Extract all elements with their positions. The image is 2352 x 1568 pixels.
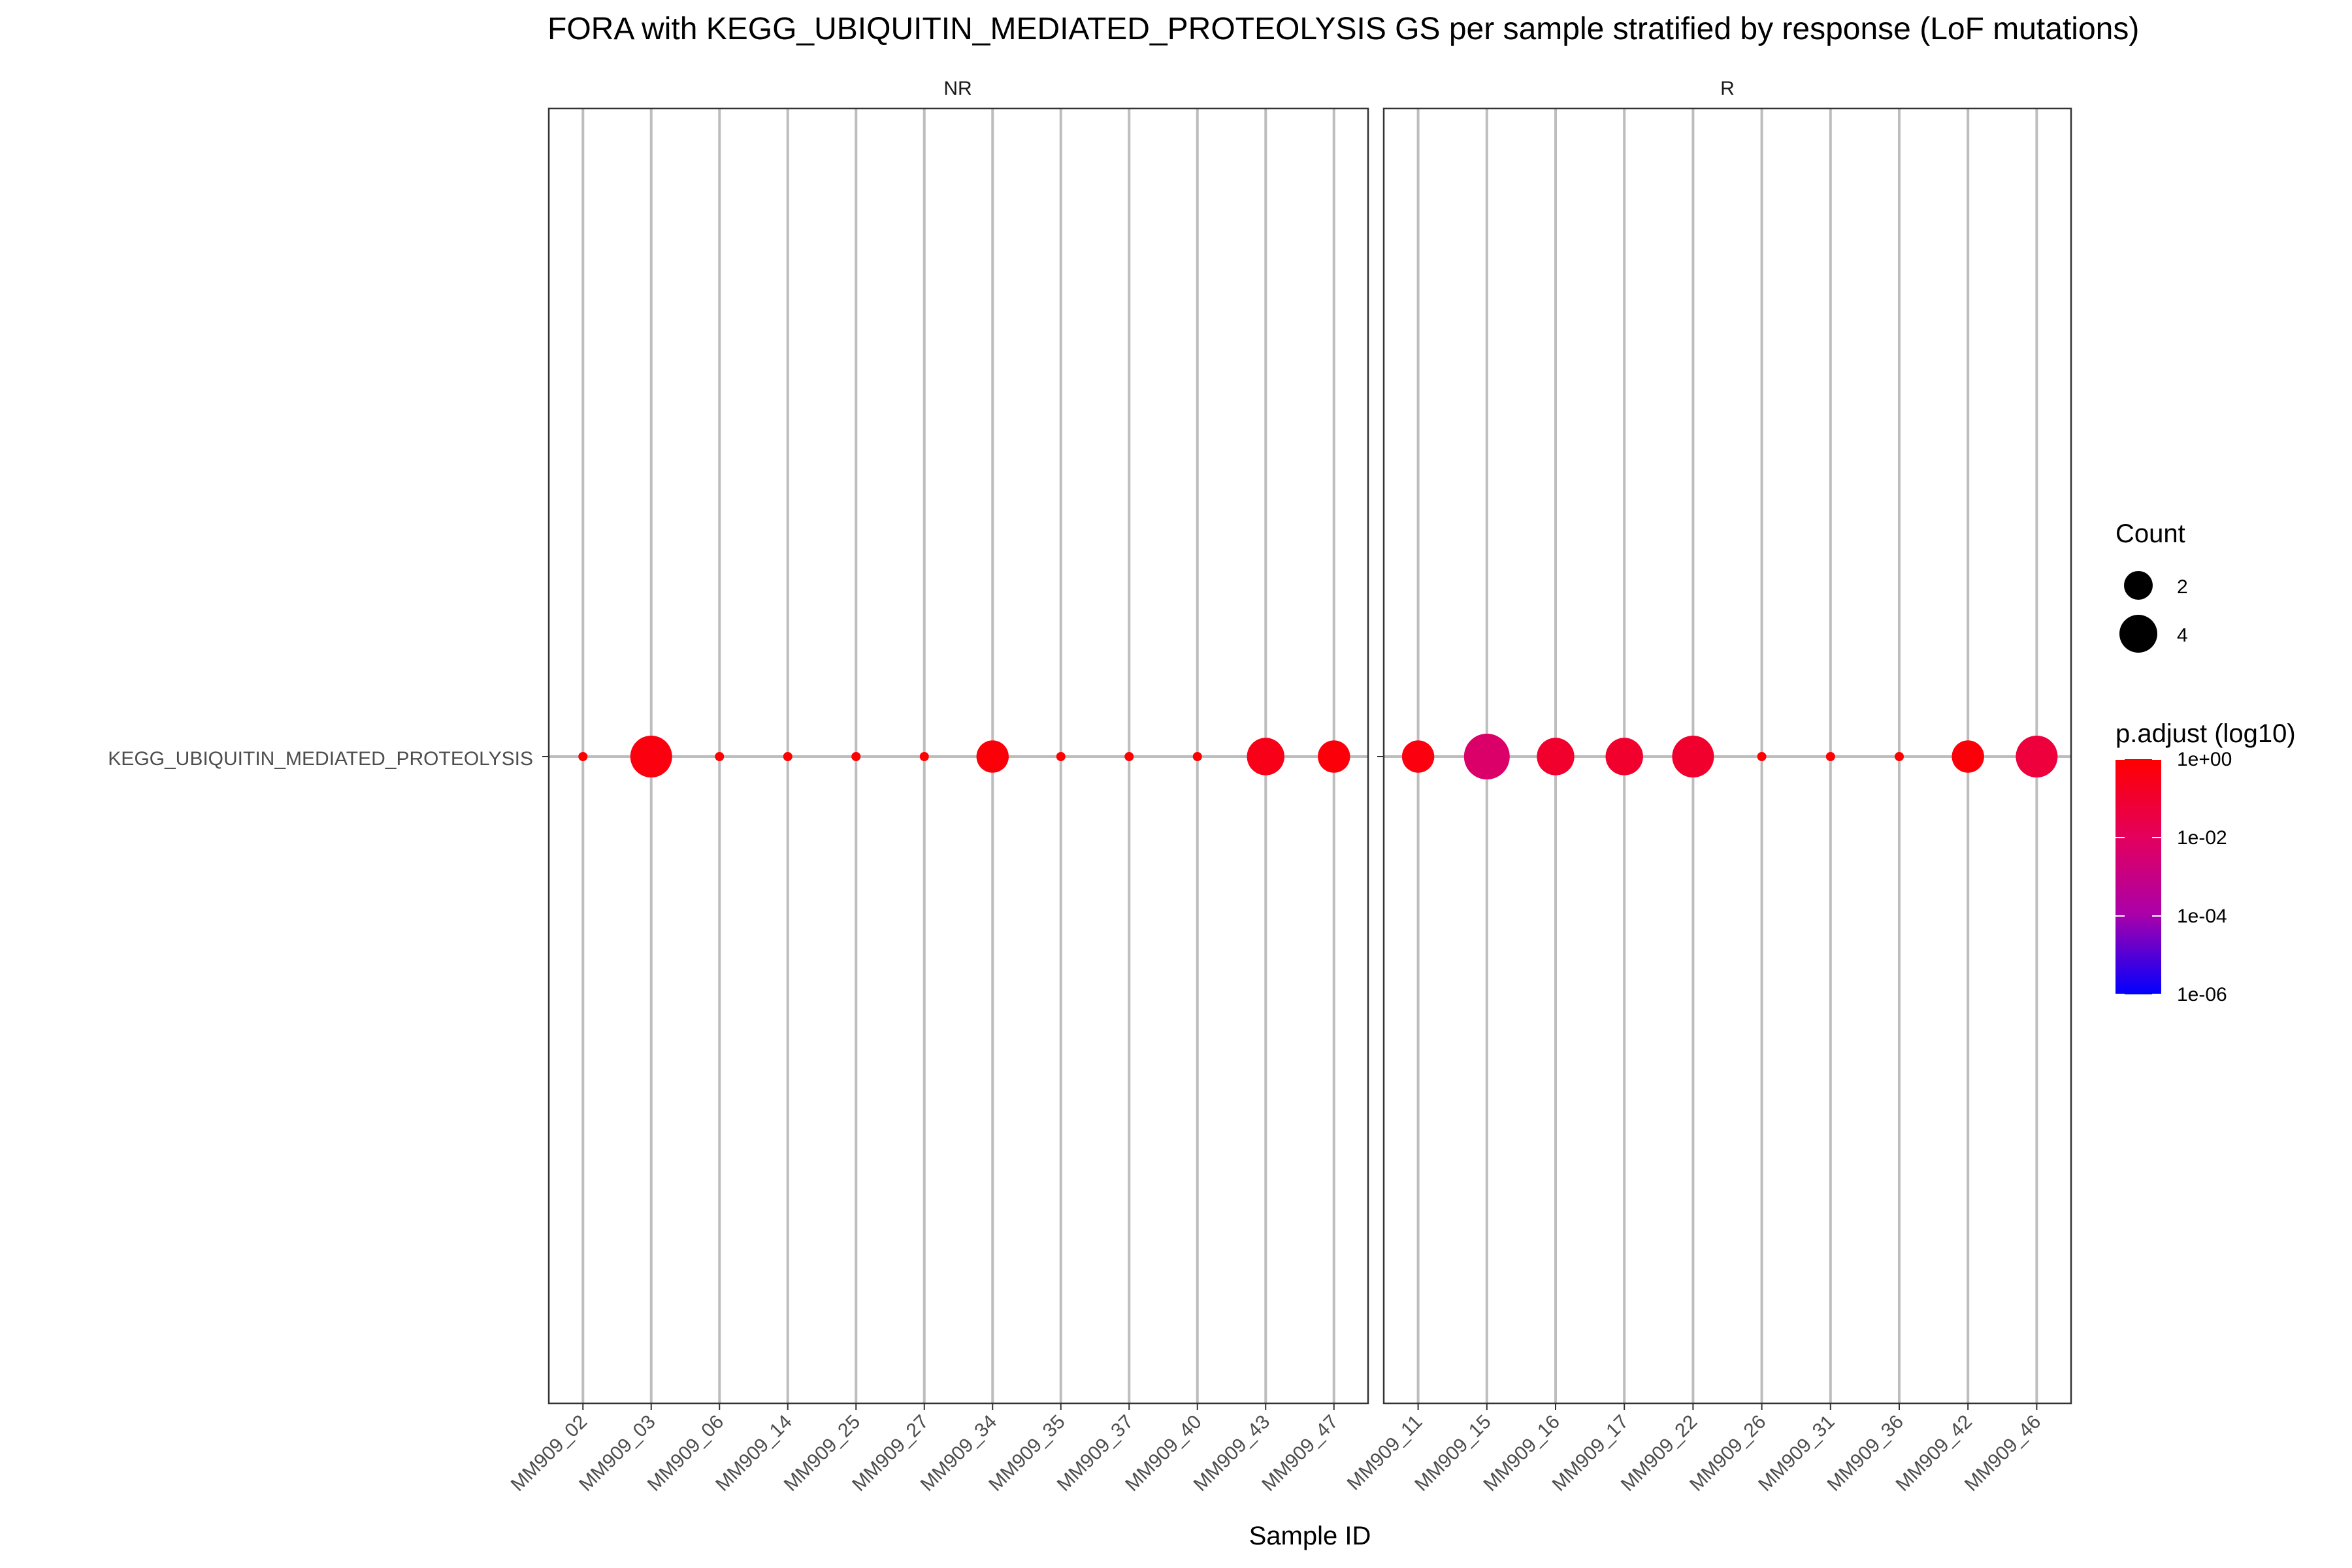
- data-point: [1056, 752, 1066, 761]
- data-point: [1895, 752, 1904, 761]
- legend-color-label: 1e-02: [2177, 827, 2227, 849]
- data-point: [2016, 736, 2058, 777]
- data-point: [1537, 738, 1575, 776]
- y-tick-label: KEGG_UBIQUITIN_MEDIATED_PROTEOLYSIS: [108, 748, 533, 770]
- data-point: [1463, 734, 1510, 779]
- legend-color-label: 1e+00: [2177, 749, 2232, 770]
- data-point: [1192, 752, 1202, 761]
- facet-nr: NR MM909_02MM909_03MM909_06MM909_14MM909…: [507, 78, 1369, 1495]
- data-point: [1757, 752, 1767, 761]
- data-point: [1124, 752, 1134, 761]
- legend-color-title: p.adjust (log10): [2115, 719, 2296, 748]
- data-point: [1318, 740, 1350, 773]
- data-point: [1672, 736, 1714, 777]
- facet-strip-label-r: R: [1720, 78, 1735, 99]
- data-point: [630, 736, 672, 777]
- data-point: [1401, 740, 1435, 773]
- legend-size-key-4: [2119, 615, 2157, 653]
- data-point: [578, 752, 588, 761]
- data-point: [715, 752, 725, 761]
- legend: Count 2 4 p.adjust (log10) 1e+00 1e-02 1…: [2115, 519, 2296, 1005]
- data-point: [1247, 738, 1284, 776]
- legend-color-label: 1e-04: [2177, 906, 2227, 927]
- data-point: [1952, 740, 1984, 773]
- data-point: [783, 752, 792, 761]
- legend-color-bar: [2115, 759, 2161, 994]
- data-point: [851, 752, 861, 761]
- legend-size-title: Count: [2115, 519, 2185, 548]
- facet-strip-label-nr: NR: [943, 78, 972, 99]
- legend-size-key-2: [2124, 571, 2153, 600]
- legend-size-label-2: 2: [2177, 576, 2188, 598]
- legend-size-label-4: 4: [2177, 625, 2188, 646]
- data-point: [919, 752, 929, 761]
- x-axis-label: Sample ID: [1249, 1522, 1371, 1550]
- data-point: [1825, 752, 1835, 761]
- facet-r: R MM909_11MM909_15MM909_16MM909_17MM909_…: [1343, 78, 2072, 1495]
- legend-color-label: 1e-06: [2177, 984, 2227, 1005]
- data-point: [976, 740, 1009, 773]
- data-point: [1605, 738, 1643, 776]
- chart-title: FORA with KEGG_UBIQUITIN_MEDIATED_PROTEO…: [547, 12, 2139, 46]
